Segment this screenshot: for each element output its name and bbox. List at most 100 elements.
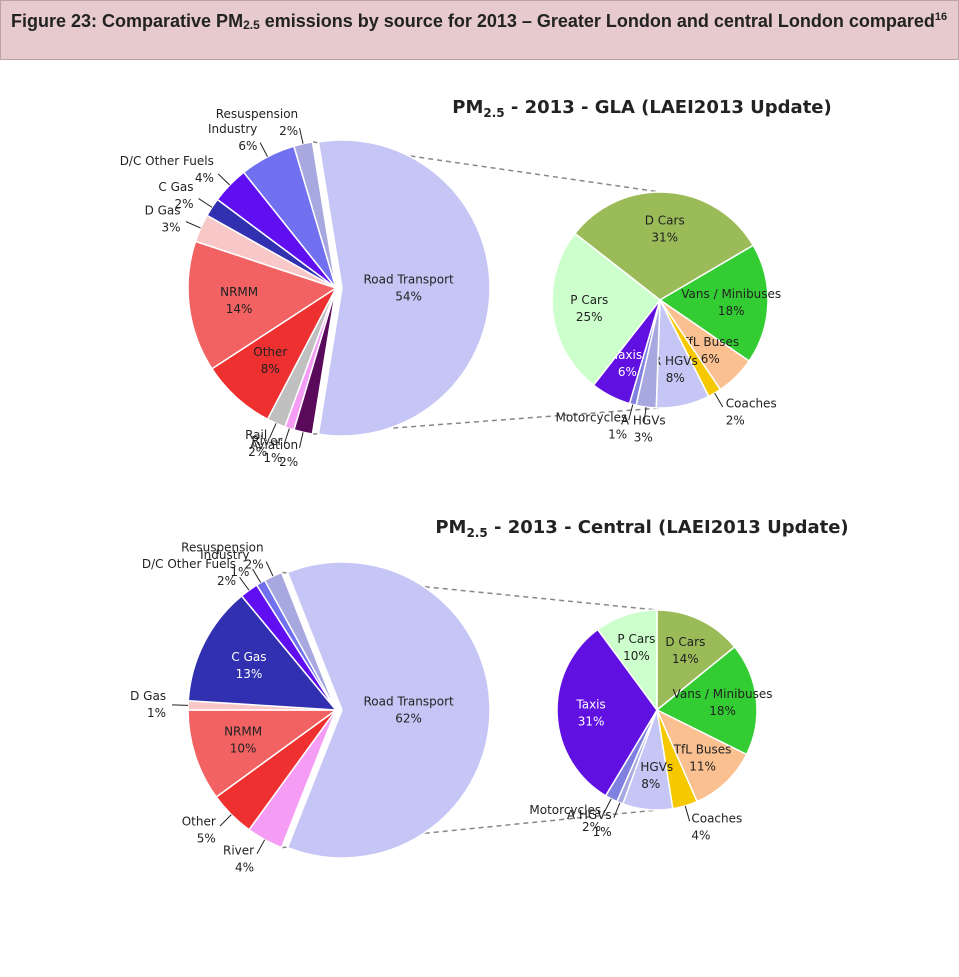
slice-value-label: 2% <box>582 820 601 834</box>
figure-title-sub: 2.5 <box>243 18 260 32</box>
slice-value-label: 31% <box>578 715 605 729</box>
slice-value-label: 3% <box>634 430 653 444</box>
slice-label: P Cars <box>570 293 608 307</box>
slice-value-label: 3% <box>162 221 181 235</box>
leader-line <box>269 423 277 439</box>
pie-slice <box>655 645 758 756</box>
figure-header: Figure 23: Comparative PM2.5 emissions b… <box>0 0 959 60</box>
pie-slice <box>292 141 337 289</box>
slice-label: TfL Buses <box>680 335 739 349</box>
slice-label: C Gas <box>231 650 266 664</box>
slice-label: Coaches <box>726 397 777 411</box>
slice-value-label: 6% <box>238 139 257 153</box>
pie-slice <box>187 594 338 711</box>
figure-title-rest: emissions by source for 2013 – Greater L… <box>259 11 935 31</box>
slice-value-label: 18% <box>718 304 745 318</box>
slice-label: Aviation <box>250 438 298 452</box>
slice-label: River <box>251 434 282 448</box>
chart-title-text: PM <box>452 97 483 118</box>
slice-label: D/C Other Fuels <box>120 154 214 168</box>
slice-value-label: 2% <box>726 414 745 428</box>
slice-label: River <box>223 843 254 857</box>
pie-slice <box>187 240 338 370</box>
slice-label: D Gas <box>145 204 181 218</box>
pie-slice <box>187 709 339 799</box>
slice-label: Motorcycles <box>556 410 628 424</box>
leader-line <box>628 404 634 421</box>
slice-label: R HGVs <box>628 760 673 774</box>
pie-slice <box>286 561 491 859</box>
slice-label: Taxis <box>575 698 605 712</box>
slice-value-label: 62% <box>395 712 422 726</box>
pie-slice <box>551 232 662 387</box>
slice-value-label: 18% <box>709 704 736 718</box>
slice-value-label: 13% <box>236 667 263 681</box>
slice-value-label: 1% <box>263 451 282 465</box>
chart-title-rest: - 2013 - GLA (LAEI2013 Update) <box>505 97 832 118</box>
pie-slice <box>263 571 337 711</box>
slice-label: R HGVs <box>653 354 698 368</box>
pie-slice <box>658 244 769 363</box>
slice-value-label: 2% <box>279 124 298 138</box>
pie-slice <box>655 708 748 803</box>
chart: PM2.5 - 2013 - GLA (LAEI2013 Update)Road… <box>120 97 849 874</box>
slice-label: A HGVs <box>567 808 612 822</box>
leader-line <box>714 392 724 408</box>
slice-label: D Cars <box>665 635 705 649</box>
slice-label: Other <box>182 815 216 829</box>
slice-value-label: 4% <box>235 860 254 874</box>
chart-title-text: PM <box>435 517 466 538</box>
slice-label: D Cars <box>645 213 685 227</box>
slice-value-label: 10% <box>230 742 257 756</box>
leader-line <box>643 407 647 424</box>
slice-value-label: 1% <box>230 565 249 579</box>
slice-value-label: 4% <box>195 171 214 185</box>
leader-line <box>252 568 262 583</box>
slice-value-label: 2% <box>217 574 236 588</box>
slice-label: Resuspension <box>216 107 298 121</box>
slice-label: Resuspension <box>181 541 263 555</box>
slice-value-label: 25% <box>576 310 603 324</box>
slice-value-label: 6% <box>701 352 720 366</box>
slice-label: Motorcycles <box>529 803 601 817</box>
slice-label: C Gas <box>158 180 193 194</box>
slice-value-label: 1% <box>608 427 627 441</box>
slice-value-label: 14% <box>226 302 253 316</box>
chart-title-rest: - 2013 - Central (LAEI2013 Update) <box>488 517 849 538</box>
slice-value-label: 14% <box>672 652 699 666</box>
slice-value-label: 4% <box>691 829 710 843</box>
slice-label: D Gas <box>130 689 166 703</box>
figure-title: Figure 23: Comparative PM <box>11 11 244 31</box>
leader-line <box>259 142 268 158</box>
leader-line <box>299 432 304 448</box>
slice-label: D/C Other Fuels <box>142 557 236 571</box>
leader-line <box>613 802 621 818</box>
slice-value-label: 10% <box>623 649 650 663</box>
leader-line <box>198 198 213 208</box>
pie-slice <box>596 609 658 713</box>
slice-value-label: 8% <box>261 362 280 376</box>
slice-label: Other <box>253 345 287 359</box>
slice-value-label: 2% <box>174 197 193 211</box>
leader-line <box>239 577 250 591</box>
leader-line <box>684 805 691 822</box>
slice-label: Industry <box>208 122 257 136</box>
slice-value-label: 5% <box>197 832 216 846</box>
slice-value-label: 1% <box>593 825 612 839</box>
slice-label: Road Transport <box>363 695 454 709</box>
leader-line <box>299 128 304 144</box>
slice-value-label: 11% <box>689 759 716 773</box>
slice-value-label: 2% <box>248 445 267 459</box>
slice-value-label: 6% <box>618 365 637 379</box>
leader-line <box>172 704 189 706</box>
slice-label: Vans / Minibuses <box>673 687 773 701</box>
slice-value-label: 8% <box>641 777 660 791</box>
leader-line <box>256 839 266 854</box>
slice-label: Rail <box>245 428 267 442</box>
pie-slice <box>573 191 755 301</box>
slice-label: P Cars <box>617 632 655 646</box>
slice-label: NRMM <box>224 725 262 739</box>
pie-slice <box>317 139 491 437</box>
slice-value-label: 8% <box>666 371 685 385</box>
